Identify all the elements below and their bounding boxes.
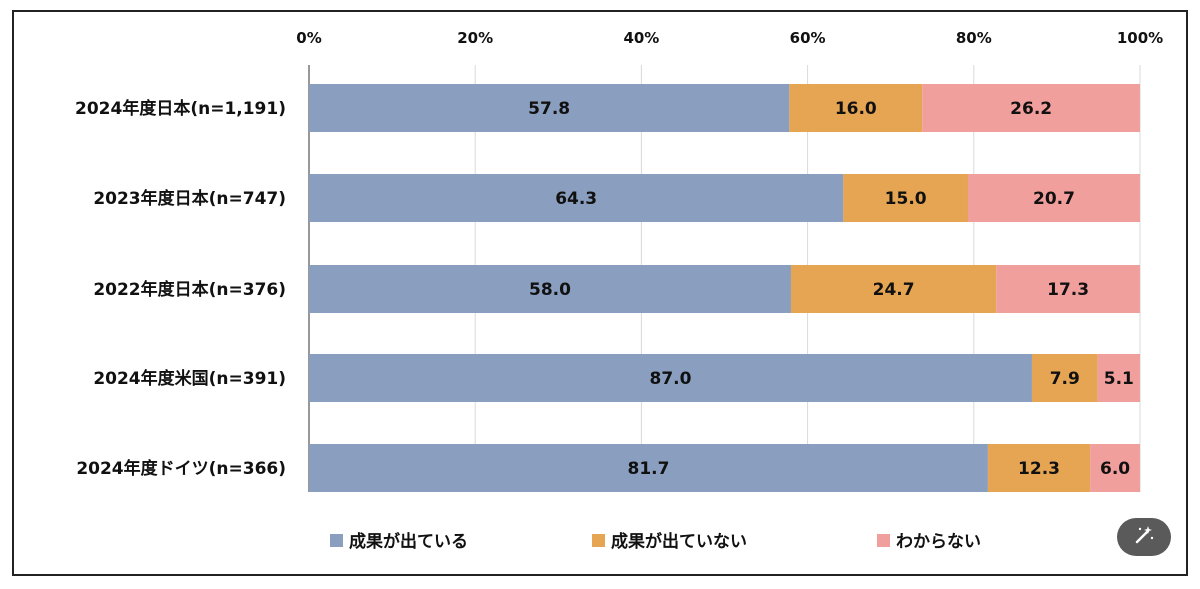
data-label: 26.2: [1010, 99, 1052, 119]
bar-segment: [1097, 354, 1140, 402]
bar-segment: [790, 265, 997, 313]
bar-segment: [987, 444, 1091, 492]
data-label: 87.0: [650, 369, 692, 389]
x-tick-label: 80%: [956, 29, 992, 47]
data-label: 20.7: [1033, 189, 1075, 209]
bar-segment: [309, 354, 1032, 402]
bar-segment: [843, 174, 968, 222]
category-label: 2024年度米国(n=391): [93, 368, 286, 389]
category-label: 2023年度日本(n=747): [93, 188, 286, 209]
bar-segment: [309, 84, 790, 132]
legend-swatch: [330, 534, 343, 547]
category-label: 2024年度ドイツ(n=366): [76, 458, 286, 479]
data-label: 7.9: [1050, 369, 1080, 389]
data-label: 24.7: [873, 280, 915, 300]
bar-segment: [309, 174, 844, 222]
legend-swatch: [877, 534, 890, 547]
data-label: 16.0: [835, 99, 877, 119]
data-label: 81.7: [627, 459, 669, 479]
data-label: 15.0: [885, 189, 927, 209]
data-label: 5.1: [1104, 369, 1134, 389]
magic-edit-button[interactable]: [1117, 518, 1171, 556]
data-label: 57.8: [528, 99, 570, 119]
magic-wand-icon: [1133, 524, 1155, 550]
data-label: 17.3: [1047, 280, 1089, 300]
legend-label: 成果が出ている: [349, 531, 468, 552]
category-label: 2022年度日本(n=376): [93, 279, 286, 300]
x-tick-label: 40%: [623, 29, 659, 47]
bar-segment: [1090, 444, 1140, 492]
x-tick-label: 60%: [790, 29, 826, 47]
bar-segment: [967, 174, 1140, 222]
category-label: 2024年度日本(n=1,191): [75, 98, 286, 119]
data-label: 64.3: [555, 189, 597, 209]
bar-segment: [309, 265, 791, 313]
data-label: 6.0: [1100, 459, 1130, 479]
bar-segment: [309, 444, 988, 492]
legend-swatch: [592, 534, 605, 547]
legend-label: わからない: [896, 532, 981, 552]
bar-segment: [1031, 354, 1098, 402]
data-label: 12.3: [1018, 459, 1060, 479]
x-tick-label: 100%: [1117, 29, 1163, 47]
bar-segment: [996, 265, 1140, 313]
data-label: 58.0: [529, 280, 571, 300]
bar-segment: [922, 84, 1140, 132]
x-tick-label: 20%: [457, 29, 493, 47]
x-tick-label: 0%: [296, 29, 321, 47]
legend-label: 成果が出ていない: [611, 531, 747, 552]
bar-segment: [789, 84, 923, 132]
